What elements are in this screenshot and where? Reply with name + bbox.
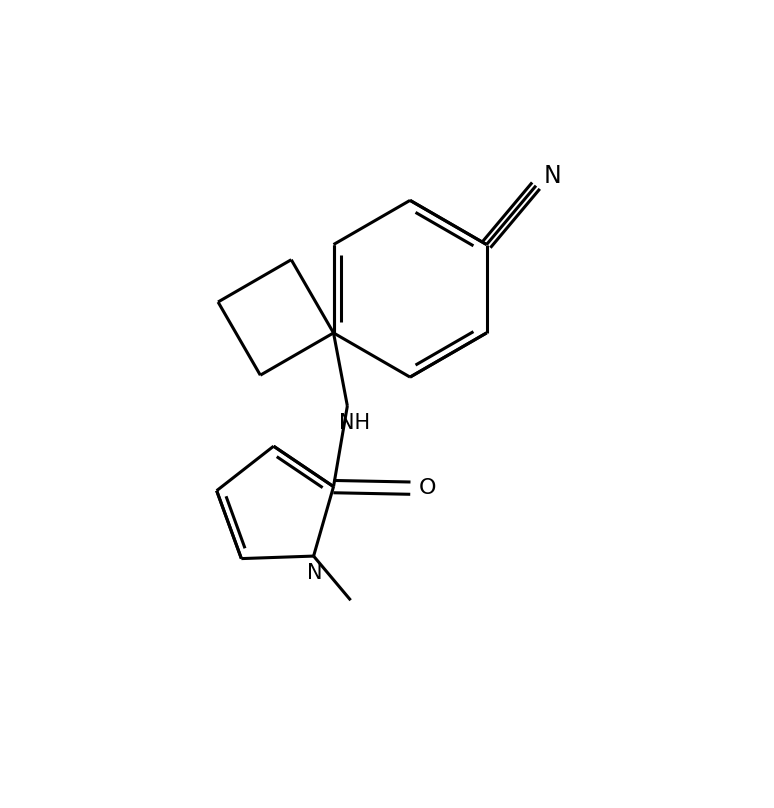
Text: O: O xyxy=(419,478,436,499)
Text: N: N xyxy=(307,563,323,583)
Text: NH: NH xyxy=(340,413,371,433)
Text: N: N xyxy=(544,165,562,188)
